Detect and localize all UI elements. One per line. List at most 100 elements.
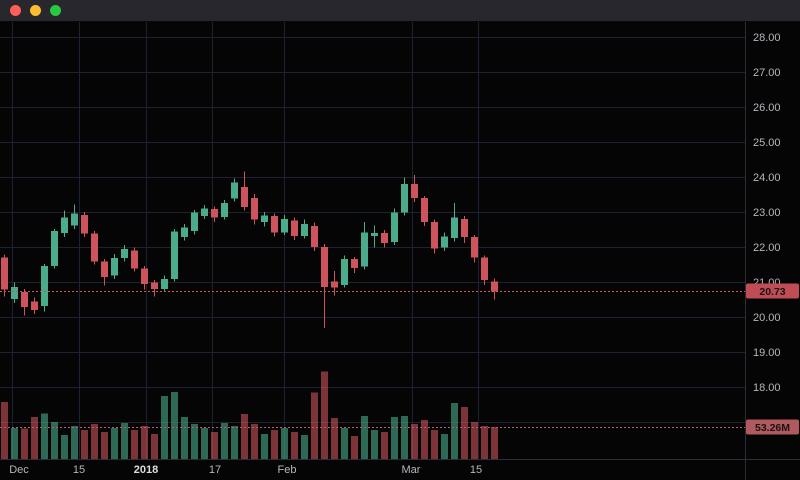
candle-body: [491, 281, 498, 292]
candle-body: [191, 212, 198, 231]
volume-bar: [121, 423, 128, 459]
candle-body: [421, 198, 428, 222]
volume-bar: [371, 430, 378, 459]
time-axis-label[interactable]: Feb: [278, 464, 297, 476]
time-axis-label[interactable]: 17: [209, 464, 221, 476]
volume-bar: [141, 426, 148, 459]
candle-body: [251, 198, 258, 220]
candle-body: [101, 261, 108, 278]
volume-bar: [201, 427, 208, 459]
price-axis-label[interactable]: 27.00: [753, 67, 781, 79]
last-price-value: 20.73: [759, 286, 785, 298]
candle-body: [361, 232, 368, 267]
candle-body: [131, 250, 138, 269]
time-axis-label[interactable]: 15: [470, 464, 482, 476]
last-price-badge: 20.73: [746, 283, 799, 299]
candle-body: [141, 268, 148, 285]
candle-body: [121, 249, 128, 259]
volume-bar: [391, 417, 398, 459]
candle-body: [241, 186, 248, 208]
volume-bar: [451, 403, 458, 459]
candle-body: [311, 226, 318, 247]
candle-body: [271, 216, 278, 233]
price-axis-label[interactable]: 19.00: [753, 347, 781, 359]
candle-body: [381, 233, 388, 243]
candle-body: [261, 215, 268, 222]
volume-bar: [71, 426, 78, 459]
volume-bar: [1, 402, 8, 459]
candle-body: [51, 230, 58, 266]
volume-bar: [51, 421, 58, 459]
volume-bar: [151, 433, 158, 459]
volume-bar: [481, 426, 488, 459]
volume-bar: [411, 424, 418, 459]
volume-bar: [431, 430, 438, 459]
time-axis-label[interactable]: 15: [73, 464, 85, 476]
candle-body: [431, 221, 438, 249]
price-axis-label[interactable]: 22.00: [753, 242, 781, 254]
traffic-lights: [10, 5, 61, 16]
volume-bar: [361, 415, 368, 459]
volume-bar: [191, 424, 198, 459]
candle-body: [411, 184, 418, 198]
volume-bar: [261, 433, 268, 459]
minimize-button[interactable]: [30, 5, 41, 16]
volume-bar: [41, 413, 48, 459]
volume-bar: [491, 427, 498, 459]
volume-bar: [301, 435, 308, 459]
volume-bar: [131, 430, 138, 459]
volume-bar: [381, 432, 388, 459]
volume-bar: [441, 433, 448, 459]
candle-body: [111, 258, 118, 276]
price-axis-label[interactable]: 20.00: [753, 312, 781, 324]
volume-bar: [281, 427, 288, 459]
candle-body: [81, 214, 88, 234]
volume-bar: [421, 420, 428, 459]
candle-body: [41, 265, 48, 306]
candle-body: [61, 217, 68, 233]
volume-bar: [291, 432, 298, 459]
candle-body: [1, 257, 8, 290]
volume-bar: [241, 414, 248, 459]
candle-body: [221, 202, 228, 217]
volume-bar: [211, 432, 218, 459]
candle-body: [401, 184, 408, 213]
price-axis-label[interactable]: 28.00: [753, 32, 781, 44]
window-titlebar[interactable]: [0, 0, 800, 22]
volume-bar: [21, 428, 28, 459]
candle-body: [391, 212, 398, 243]
candle-body: [31, 301, 38, 310]
price-axis-label[interactable]: 18.00: [753, 382, 781, 394]
volume-bar: [231, 426, 238, 459]
price-axis-label[interactable]: 25.00: [753, 137, 781, 149]
candle-body: [341, 258, 348, 285]
candle-body: [441, 236, 448, 248]
candle-body: [281, 219, 288, 233]
volume-bar: [181, 417, 188, 459]
last-volume-badge-bg: [746, 419, 799, 435]
candle-body: [181, 227, 188, 238]
volume-bar: [341, 427, 348, 459]
candle-body: [231, 182, 238, 199]
price-axis-label[interactable]: 26.00: [753, 102, 781, 114]
time-axis-label[interactable]: Dec: [9, 464, 29, 476]
price-axis-label[interactable]: 24.00: [753, 172, 781, 184]
candle-body: [331, 281, 338, 288]
last-price-badge-bg: [746, 283, 799, 299]
volume-bar: [91, 424, 98, 459]
volume-bar: [171, 391, 178, 459]
price-axis-label[interactable]: 23.00: [753, 207, 781, 219]
zoom-button[interactable]: [50, 5, 61, 16]
chart-pane: 28.00 27.00 26.00 25.00 24.00 23.00 22.00 21.00…: [0, 22, 800, 480]
candle-body: [211, 209, 218, 218]
candle-body: [201, 208, 208, 217]
candle-body: [471, 237, 478, 258]
candlestick-chart[interactable]: 28.0027.0026.0025.0024.0023.0022.0021.00…: [0, 22, 800, 480]
volume-bar: [101, 432, 108, 459]
time-axis-label[interactable]: 2018: [134, 464, 158, 476]
time-axis-label[interactable]: Mar: [402, 464, 421, 476]
close-button[interactable]: [10, 5, 21, 16]
candle-body: [161, 279, 168, 289]
candle-body: [21, 291, 28, 308]
candle-body: [291, 220, 298, 236]
